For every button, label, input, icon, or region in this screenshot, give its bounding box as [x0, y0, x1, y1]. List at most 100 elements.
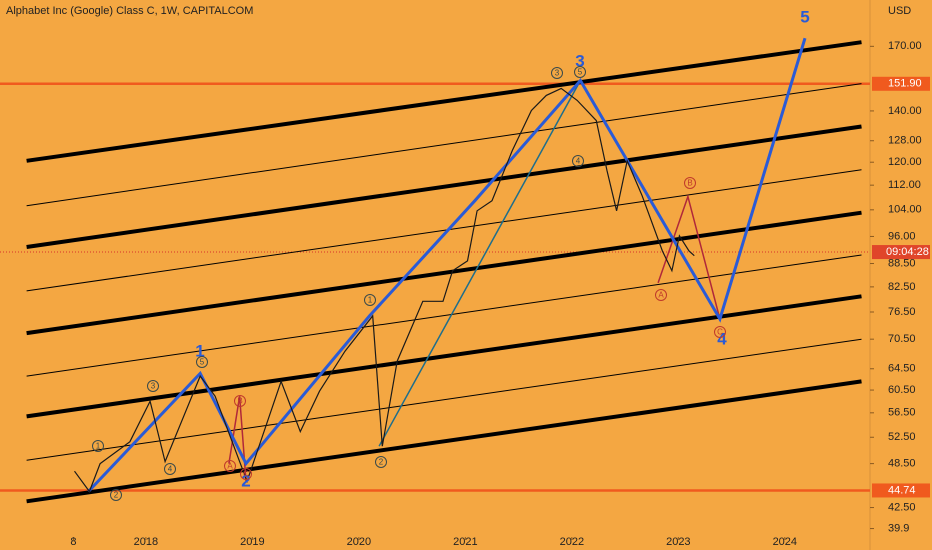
- drawing-line: [26, 210, 862, 336]
- wave-circle: 3: [147, 380, 159, 392]
- wave-circle-label: 1: [368, 296, 373, 305]
- x-tick-label: 2024: [773, 536, 797, 548]
- wave-circle-ring: [164, 463, 176, 475]
- wave-circle: 3: [551, 67, 563, 79]
- wave-circle: 1: [364, 294, 376, 306]
- y-tick-label: 42.50: [888, 501, 916, 513]
- wave-circle: 4: [164, 463, 176, 475]
- wave-circle-label: C: [243, 470, 249, 479]
- y-tick-label: 70.50: [888, 333, 916, 345]
- price-line: [74, 87, 695, 493]
- wave-circle-label: 4: [576, 157, 581, 166]
- wave-label: 4: [717, 329, 727, 348]
- x-tick-label: 8: [70, 536, 76, 548]
- wave-circle: 4: [572, 155, 584, 167]
- wave-circle-ring: [234, 395, 246, 407]
- y-tick-label: 39.9: [888, 522, 909, 534]
- wave-label: 3: [575, 51, 584, 70]
- wave-circle-ring: [147, 380, 159, 392]
- wave-circle-ring: [240, 468, 252, 480]
- current-price-box: [872, 245, 930, 260]
- drawing-line: [657, 194, 721, 320]
- wave-circle-label: 2: [114, 491, 119, 500]
- wave-circle-label: 5: [200, 358, 205, 367]
- wave-circle: A: [655, 289, 667, 301]
- wave-circle-label: 5: [578, 68, 583, 77]
- drawing-line: [26, 338, 862, 461]
- wave-label: 5: [800, 7, 809, 26]
- wave-circle-label: 3: [151, 382, 156, 391]
- drawing-line: [87, 37, 807, 493]
- y-tick-label: 82.50: [888, 281, 916, 293]
- wave-circle-ring: [92, 440, 104, 452]
- x-tick-label: 2022: [560, 536, 584, 548]
- price-level-box: [872, 76, 930, 91]
- wave-circle: 2: [110, 489, 122, 501]
- wave-circle-ring: [655, 289, 667, 301]
- wave-circle: C: [240, 468, 252, 480]
- x-tick-label: 2023: [666, 536, 690, 548]
- wave-circle-label: 3: [555, 69, 560, 78]
- y-tick-label: 170.00: [888, 40, 922, 52]
- wave-circle-ring: [224, 460, 236, 472]
- x-tick-label: 2018: [134, 536, 158, 548]
- wave-circle: 2: [375, 456, 387, 468]
- drawing-line: [378, 80, 582, 447]
- y-tick-label: 64.50: [888, 363, 916, 375]
- y-tick-label: 56.50: [888, 407, 916, 419]
- wave-circle-label: A: [658, 291, 664, 300]
- wave-circle-ring: [551, 67, 563, 79]
- wave-circle-label: A: [227, 462, 233, 471]
- wave-circle-label: B: [237, 397, 242, 406]
- drawing-line: [26, 254, 862, 377]
- y-tick-label: 128.00: [888, 135, 922, 147]
- y-tick-label: 104.00: [888, 204, 922, 216]
- y-tick-label: 48.50: [888, 458, 916, 470]
- drawing-line: [26, 294, 862, 419]
- wave-circle-label: 1: [96, 442, 101, 451]
- x-tick-label: 2021: [453, 536, 477, 548]
- wave-circle-ring: [364, 294, 376, 306]
- wave-label: 2: [241, 471, 250, 490]
- wave-circle: C: [714, 326, 726, 338]
- wave-circle-ring: [574, 66, 586, 78]
- wave-circle-ring: [684, 177, 696, 189]
- wave-circle-label: 4: [168, 465, 173, 474]
- y-tick-label: 140.00: [888, 105, 922, 117]
- drawing-line: [26, 379, 862, 504]
- chart-title: Alphabet Inc (Google) Class C, 1W, CAPIT…: [6, 5, 253, 17]
- wave-circle-ring: [196, 356, 208, 368]
- y-tick-label: 76.50: [888, 306, 916, 318]
- wave-circle-ring: [110, 489, 122, 501]
- current-price-label: 09:04:28: [886, 246, 929, 258]
- price-level-box: [872, 483, 930, 498]
- wave-circle-ring: [714, 326, 726, 338]
- wave-circle: A: [224, 460, 236, 472]
- wave-circle: 5: [574, 66, 586, 78]
- x-tick-label: 2020: [347, 536, 371, 548]
- drawing-line: [26, 169, 862, 292]
- drawing-line: [26, 40, 862, 163]
- y-tick-label: 112.00: [888, 179, 921, 191]
- y-tick-label: 120.00: [888, 156, 922, 168]
- y-tick-label: 96.00: [888, 230, 916, 242]
- wave-circle-ring: [375, 456, 387, 468]
- y-unit: USD: [888, 5, 911, 17]
- y-tick-label: 88.50: [888, 257, 916, 269]
- wave-circle: 1: [92, 440, 104, 452]
- price-level-label: 44.74: [888, 484, 916, 496]
- wave-circle: 5: [196, 356, 208, 368]
- y-tick-label: 52.50: [888, 431, 916, 443]
- wave-circle-label: B: [687, 179, 692, 188]
- wave-circle-label: 2: [379, 458, 384, 467]
- wave-circle-label: C: [717, 328, 723, 337]
- drawing-line: [26, 83, 862, 207]
- y-tick-label: 60.50: [888, 384, 916, 396]
- wave-circle: B: [684, 177, 696, 189]
- price-level-label: 151.90: [888, 78, 922, 90]
- wave-label: 1: [195, 341, 204, 360]
- drawing-line: [26, 124, 862, 249]
- wave-circle-ring: [572, 155, 584, 167]
